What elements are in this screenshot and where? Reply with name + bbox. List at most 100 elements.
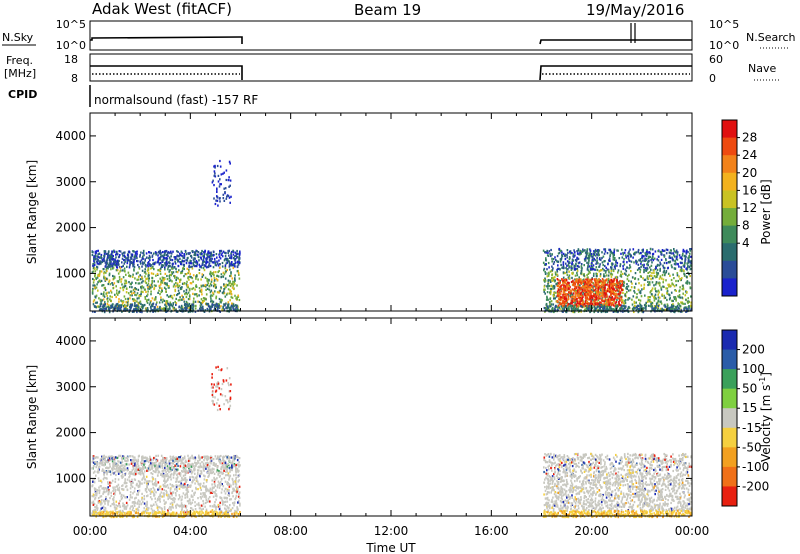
power-echo-cell bbox=[236, 308, 239, 311]
velocity-echo-cell bbox=[125, 457, 127, 460]
power-echo-cell bbox=[182, 256, 185, 259]
power-echo-cell bbox=[192, 300, 195, 303]
power-echo-cell bbox=[100, 256, 103, 260]
power-echo-cell bbox=[137, 288, 140, 291]
power-echo-cell bbox=[594, 254, 597, 257]
power-echo-cell bbox=[210, 305, 213, 308]
power-echo-cell bbox=[97, 281, 99, 284]
power-echo-cell bbox=[152, 272, 155, 275]
power-echo-cell bbox=[682, 269, 685, 272]
power-echo-cell bbox=[197, 251, 200, 254]
power-echo-cell bbox=[566, 271, 568, 274]
power-echo-cell bbox=[119, 270, 121, 273]
power-echo-cell bbox=[562, 276, 565, 279]
power-echo-cell bbox=[571, 304, 573, 308]
power-echo-cell bbox=[161, 301, 164, 304]
power-echo-cell bbox=[648, 300, 651, 303]
power-echo-cell bbox=[174, 285, 177, 288]
power-echo-cell bbox=[677, 302, 679, 305]
power-echo-cell bbox=[634, 307, 636, 310]
power-echo-cell bbox=[650, 275, 653, 278]
power-echo-cell bbox=[177, 250, 179, 254]
power-echo-cell bbox=[128, 251, 131, 254]
power-echo-cell bbox=[211, 303, 214, 306]
power-echo-cell bbox=[121, 257, 124, 260]
power-echo-cell bbox=[663, 294, 665, 297]
power-echo-cell bbox=[210, 260, 213, 263]
power-echo-cell bbox=[666, 298, 668, 302]
power-echo-cell bbox=[647, 299, 650, 302]
power-echo-cell bbox=[638, 298, 640, 301]
power-echo-cell bbox=[133, 255, 136, 259]
power-echo-cell bbox=[206, 287, 209, 290]
power-echo-cell bbox=[180, 308, 183, 311]
power-echo-cell bbox=[198, 259, 200, 262]
power-echo-cell bbox=[659, 267, 661, 270]
power-echo-cell bbox=[572, 310, 574, 314]
power-echo-cell bbox=[225, 286, 227, 289]
power-echo-cell bbox=[640, 260, 643, 263]
power-echo-cell bbox=[574, 259, 577, 262]
power-echo-cell bbox=[114, 293, 116, 296]
power-echo-cell bbox=[562, 289, 565, 292]
power-echo-cell bbox=[556, 270, 559, 273]
power-echo-cell bbox=[563, 303, 566, 306]
power-echo-cell bbox=[159, 251, 161, 254]
power-echo-cell bbox=[93, 263, 96, 266]
power-echo-cell bbox=[601, 278, 604, 281]
velocity-echo-cell bbox=[223, 468, 225, 471]
power-echo-cell bbox=[232, 308, 235, 311]
power-echo-cell bbox=[139, 254, 141, 257]
power-echo-cell bbox=[672, 273, 674, 276]
power-echo-cell bbox=[573, 304, 575, 307]
power-echo-cell bbox=[681, 254, 684, 257]
velocity-echo-cell bbox=[103, 471, 106, 474]
power-echo-cell bbox=[594, 268, 596, 271]
power-echo-cell bbox=[125, 281, 128, 285]
power-echo-cell bbox=[576, 274, 579, 277]
power-echo-cell bbox=[209, 291, 212, 294]
power-echo-cell bbox=[108, 264, 111, 267]
power-echo-cell bbox=[157, 269, 159, 272]
power-echo-cell bbox=[564, 262, 567, 265]
power-echo-cell bbox=[590, 300, 592, 303]
velocity-echo-cell bbox=[131, 460, 133, 463]
power-echo-cell bbox=[611, 289, 614, 292]
power-echo-cell bbox=[92, 277, 94, 281]
power-echo-cell bbox=[668, 255, 671, 258]
power-echo-cell bbox=[126, 262, 129, 265]
velocity-echo-cell bbox=[101, 468, 104, 471]
power-echo-cell bbox=[602, 303, 604, 306]
power-echo-cell bbox=[111, 257, 114, 260]
power-echo-cell bbox=[563, 307, 565, 311]
power-echo-cell bbox=[563, 286, 566, 289]
power-echo-cell bbox=[566, 273, 569, 276]
power-echo-cell bbox=[653, 271, 655, 275]
power-echo-cell bbox=[599, 293, 601, 296]
power-echo-cell bbox=[200, 302, 202, 305]
power-echo-cell bbox=[575, 292, 577, 295]
power-echo-cell bbox=[565, 299, 567, 302]
velocity-echo-cell bbox=[221, 462, 224, 465]
power-echo-cell bbox=[103, 259, 106, 262]
power-echo-cell bbox=[673, 248, 675, 251]
power-echo-cell bbox=[584, 281, 587, 284]
power-echo-cell bbox=[149, 263, 151, 266]
power-echo-cell bbox=[561, 278, 563, 281]
power-echo-cell bbox=[659, 269, 661, 272]
power-echo-cell bbox=[614, 285, 617, 288]
power-echo-cell bbox=[227, 251, 229, 254]
power-echo-cell bbox=[588, 265, 591, 268]
power-echo-cell bbox=[195, 261, 198, 264]
velocity-echo-cell bbox=[117, 456, 120, 459]
velocity-echo-cell bbox=[111, 460, 114, 463]
power-echo-cell bbox=[179, 252, 181, 255]
power-echo-cell bbox=[181, 306, 184, 309]
power-echo-cell bbox=[98, 274, 101, 277]
power-echo-cell bbox=[641, 310, 643, 313]
power-echo-cell bbox=[136, 310, 138, 314]
power-echo-cell bbox=[603, 307, 605, 310]
velocity-echo-cell bbox=[171, 468, 173, 471]
power-echo-cell bbox=[624, 268, 627, 271]
power-echo-cell bbox=[161, 264, 163, 267]
